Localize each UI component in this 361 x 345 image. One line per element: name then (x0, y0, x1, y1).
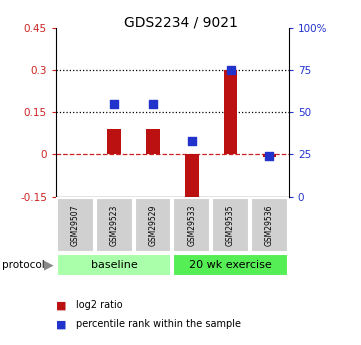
Bar (107, 129, 121, 155)
Bar (57, 254, 171, 276)
Text: ▶: ▶ (44, 259, 53, 272)
Text: GSM29523: GSM29523 (110, 205, 119, 246)
Bar (96, 198, 132, 253)
Bar (173, 198, 210, 253)
Bar (212, 198, 249, 253)
Bar (146, 129, 160, 155)
Text: baseline: baseline (91, 260, 138, 270)
Text: GSM29533: GSM29533 (187, 204, 196, 246)
Text: protocol: protocol (2, 260, 44, 270)
Text: GSM29535: GSM29535 (226, 204, 235, 246)
Bar (251, 198, 288, 253)
Point (150, 101, 156, 106)
Text: log2 ratio: log2 ratio (76, 300, 122, 310)
Text: GSM29536: GSM29536 (265, 204, 274, 246)
Text: GSM29529: GSM29529 (148, 205, 157, 246)
Point (189, 138, 195, 144)
Bar (57, 198, 94, 253)
Bar (185, 155, 199, 204)
Bar (173, 254, 288, 276)
Point (111, 101, 117, 106)
Point (228, 67, 234, 73)
Point (266, 153, 272, 159)
Bar (224, 70, 238, 155)
Text: GDS2234 / 9021: GDS2234 / 9021 (123, 16, 238, 30)
Bar (262, 155, 276, 157)
Text: percentile rank within the sample: percentile rank within the sample (76, 319, 241, 329)
Bar (135, 198, 171, 253)
Text: GSM29507: GSM29507 (71, 204, 80, 246)
Text: ■: ■ (56, 319, 66, 329)
Text: 20 wk exercise: 20 wk exercise (189, 260, 272, 270)
Text: ■: ■ (56, 300, 66, 310)
